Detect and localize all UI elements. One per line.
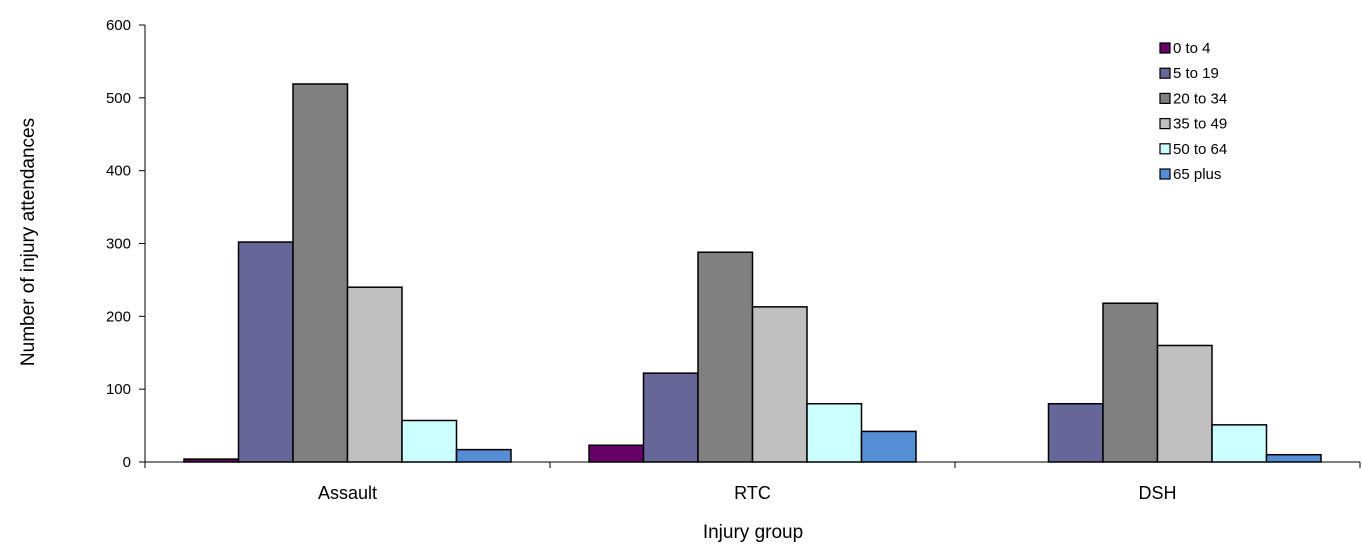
bar-dsh-20-to-34 (1102, 302, 1159, 463)
legend-label: 20 to 34 (1173, 90, 1227, 107)
y-tick-labels: 0 100 200 300 400 500 600 (106, 17, 131, 471)
y-tick-label: 500 (106, 90, 131, 107)
legend-label: 50 to 64 (1173, 141, 1227, 158)
bar-dsh-65-plus (1265, 453, 1322, 463)
x-category-labels: Assault RTC DSH (318, 483, 1177, 503)
bar-assault-20-to-34 (292, 83, 349, 463)
legend-swatch (1159, 143, 1171, 155)
x-axis-title: Injury group (703, 522, 803, 543)
bar-dsh-5-to-19 (1047, 402, 1104, 463)
y-tick-label: 200 (106, 308, 131, 325)
bar-rtc-20-to-34 (697, 251, 754, 463)
legend-swatch (1159, 168, 1171, 180)
bars (183, 83, 1322, 463)
bar-rtc-35-to-49 (751, 306, 808, 463)
y-tick-label: 100 (106, 381, 131, 398)
legend-label: 0 to 4 (1173, 40, 1211, 57)
legend-swatch (1159, 92, 1171, 105)
bar-rtc-5-to-19 (642, 372, 699, 463)
legend-label: 65 plus (1173, 166, 1221, 183)
bar-assault-35-to-49 (346, 286, 403, 463)
legend-swatch (1159, 67, 1171, 79)
y-tick-label: 600 (106, 17, 131, 34)
y-axis-title: Number of injury attendances (18, 118, 39, 366)
legend: 0 to 4 5 to 19 20 to 34 35 to 49 50 to 64 65 … (1159, 40, 1227, 183)
x-category-label: DSH (1138, 483, 1176, 503)
bar-rtc-0-to-4 (588, 444, 645, 463)
bar-assault-0-to-4 (183, 458, 240, 463)
bar-dsh-35-to-49 (1156, 344, 1213, 463)
legend-swatch (1159, 42, 1171, 54)
bar-assault-50-to-64 (401, 419, 458, 463)
legend-label: 35 to 49 (1173, 116, 1227, 133)
y-tick-label: 0 (123, 454, 131, 471)
bar-rtc-65-plus (860, 430, 917, 463)
y-tick-label: 400 (106, 163, 131, 180)
bar-assault-5-to-19 (237, 241, 294, 463)
bar-dsh-50-to-64 (1211, 424, 1268, 463)
bar-rtc-50-to-64 (806, 402, 863, 463)
legend-swatch (1159, 117, 1171, 130)
x-category-label: RTC (734, 483, 771, 503)
y-tick-label: 300 (106, 236, 131, 253)
x-category-label: Assault (318, 483, 377, 503)
legend-label: 5 to 19 (1173, 65, 1219, 82)
bar-assault-65-plus (455, 448, 512, 463)
